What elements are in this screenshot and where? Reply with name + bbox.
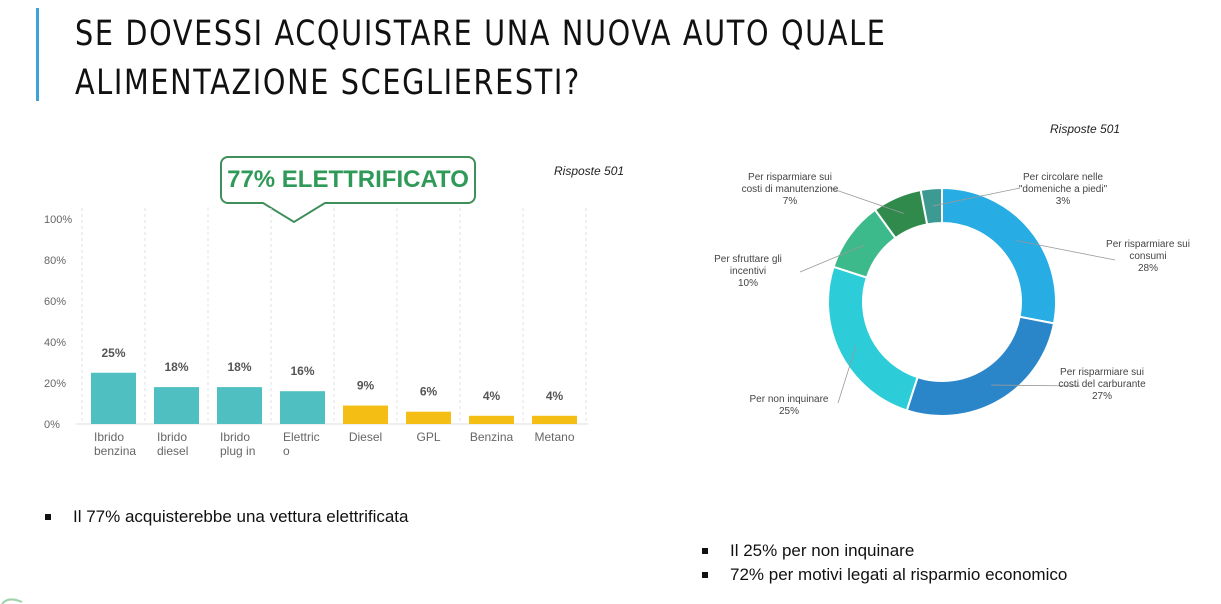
x-tick-label: o bbox=[283, 444, 290, 458]
y-tick-label: 60% bbox=[44, 296, 66, 308]
bullet-list-left: Il 77% acquisterebbe una vettura elettri… bbox=[45, 505, 408, 529]
bar bbox=[532, 415, 577, 424]
bar bbox=[343, 405, 388, 424]
electrified-callout-text: 77% ELETTRIFICATO bbox=[227, 166, 469, 193]
donut-slice bbox=[827, 265, 919, 412]
corner-decoration bbox=[1, 598, 23, 604]
slice-label: Per risparmiare sui bbox=[1106, 239, 1190, 250]
slice-label: Per risparmiare sui bbox=[748, 172, 832, 183]
page-title: SE DOVESSI ACQUISTARE UNA NUOVA AUTO QUA… bbox=[75, 10, 886, 108]
donut-slice bbox=[905, 315, 1056, 417]
x-tick-label: Ibrido bbox=[94, 430, 124, 444]
data-label: 4% bbox=[546, 389, 564, 403]
leader-line bbox=[1016, 240, 1116, 261]
bar bbox=[91, 372, 136, 424]
slice-label: Per risparmiare sui bbox=[1060, 367, 1144, 378]
x-tick-label: Metano bbox=[534, 430, 574, 444]
x-tick-label: benzina bbox=[94, 444, 136, 458]
leader-line bbox=[932, 187, 1021, 207]
bullet-list-right: Il 25% per non inquinare 72% per motivi … bbox=[702, 539, 1067, 587]
donut-slice bbox=[941, 186, 1057, 325]
title-accent-bar bbox=[36, 8, 39, 101]
data-label: 25% bbox=[101, 346, 125, 360]
page-title-line-1: SE DOVESSI ACQUISTARE UNA NUOVA AUTO QUA… bbox=[75, 14, 887, 54]
leader-line bbox=[799, 244, 865, 273]
data-label: 4% bbox=[483, 389, 501, 403]
y-tick-label: 100% bbox=[44, 214, 72, 226]
slice-value-label: 3% bbox=[1056, 196, 1071, 207]
slice-value-label: 25% bbox=[779, 406, 799, 417]
x-tick-label: Ibrido bbox=[220, 430, 250, 444]
data-label: 9% bbox=[357, 379, 375, 393]
slice-label: Per sfruttare gli bbox=[714, 254, 782, 265]
slice-value-label: 10% bbox=[738, 278, 758, 289]
page-title-line-2: ALIMENTAZIONE SCEGLIERESTI? bbox=[75, 63, 581, 103]
slice-value-label: 7% bbox=[783, 196, 798, 207]
y-tick-label: 40% bbox=[44, 337, 66, 349]
slice-label: Per non inquinare bbox=[750, 394, 829, 405]
x-tick-label: Elettric bbox=[283, 430, 320, 444]
x-tick-label: plug in bbox=[220, 444, 255, 458]
slice-label: consumi bbox=[1129, 251, 1166, 262]
leader-line bbox=[991, 384, 1081, 387]
bullet-right-2: 72% per motivi legati al risparmio econo… bbox=[702, 563, 1067, 587]
y-tick-label: 80% bbox=[44, 255, 66, 267]
x-tick-label: GPL bbox=[416, 430, 440, 444]
slice-label: "domeniche a piedi" bbox=[1019, 184, 1108, 195]
slice-label: costi del carburante bbox=[1058, 379, 1146, 390]
electrified-callout: 77% ELETTRIFICATO bbox=[220, 156, 476, 204]
bullet-left-1: Il 77% acquisterebbe una vettura elettri… bbox=[45, 505, 408, 529]
slice-label: incentivi bbox=[730, 266, 766, 277]
bar bbox=[280, 391, 325, 424]
data-label: 16% bbox=[290, 364, 314, 378]
data-label: 18% bbox=[164, 360, 188, 374]
donut-chart-responses-label: Risposte 501 bbox=[1050, 122, 1121, 136]
data-label: 18% bbox=[227, 360, 251, 374]
bar-chart: 0%20%40%60%80%100%25%Ibridobenzina18%Ibr… bbox=[44, 208, 588, 458]
slice-label: Per circolare nelle bbox=[1023, 172, 1103, 183]
bar bbox=[154, 387, 199, 424]
slice-value-label: 27% bbox=[1092, 391, 1112, 402]
slice-value-label: 28% bbox=[1138, 263, 1158, 274]
bullet-right-1: Il 25% per non inquinare bbox=[702, 539, 1067, 563]
leader-line bbox=[829, 187, 904, 214]
x-tick-label: Benzina bbox=[470, 430, 514, 444]
y-tick-label: 20% bbox=[44, 378, 66, 390]
bar bbox=[406, 411, 451, 424]
slice-label: costi di manutenzione bbox=[742, 184, 839, 195]
x-tick-label: Diesel bbox=[349, 430, 382, 444]
x-tick-label: diesel bbox=[157, 444, 188, 458]
callout-tail bbox=[263, 202, 325, 224]
data-label: 6% bbox=[420, 385, 438, 399]
x-tick-label: Ibrido bbox=[157, 430, 187, 444]
y-tick-label: 0% bbox=[44, 419, 60, 431]
leader-line bbox=[837, 345, 857, 404]
bar bbox=[217, 387, 262, 424]
bar-chart-responses-label: Risposte 501 bbox=[554, 164, 625, 178]
bar bbox=[469, 415, 514, 424]
donut-slice bbox=[919, 186, 943, 226]
